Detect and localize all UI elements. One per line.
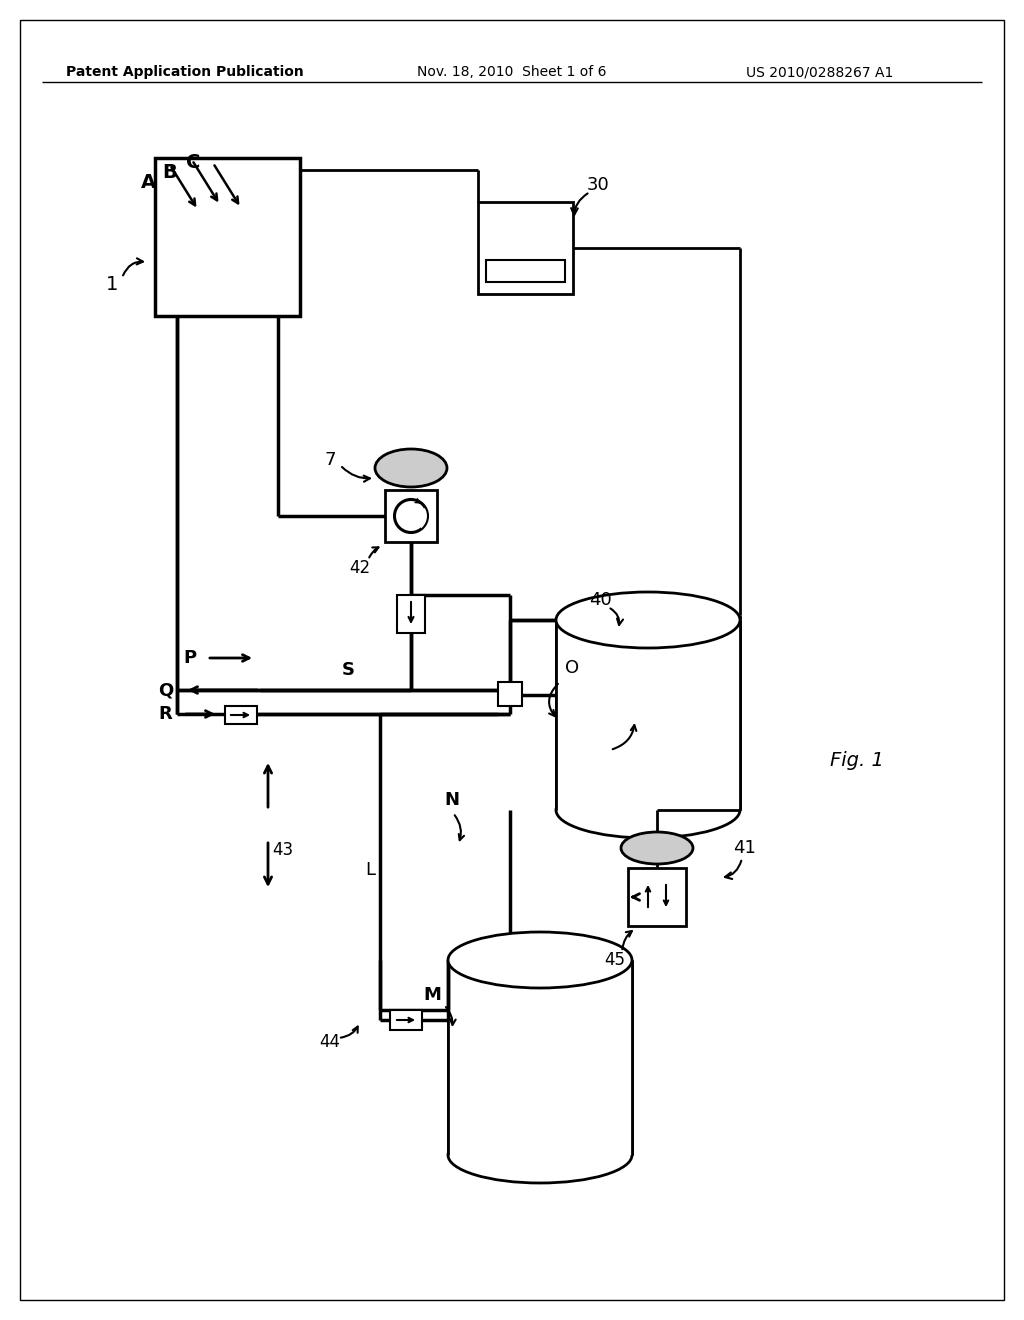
- Bar: [390, 1010, 422, 1030]
- Text: 7: 7: [325, 451, 336, 469]
- Text: O: O: [565, 659, 579, 677]
- Text: 40: 40: [589, 591, 611, 609]
- Text: 45: 45: [604, 950, 626, 969]
- Text: Fig. 1: Fig. 1: [830, 751, 884, 770]
- Text: 42: 42: [349, 558, 371, 577]
- Bar: [498, 682, 522, 706]
- Ellipse shape: [621, 832, 693, 865]
- Bar: [397, 595, 425, 634]
- FancyArrowPatch shape: [455, 816, 464, 840]
- FancyArrowPatch shape: [445, 1007, 456, 1024]
- Text: 44: 44: [319, 1034, 341, 1051]
- Text: L: L: [365, 861, 375, 879]
- Text: Q: Q: [158, 681, 173, 700]
- FancyArrowPatch shape: [610, 609, 623, 624]
- FancyArrowPatch shape: [549, 684, 558, 715]
- Text: 30: 30: [587, 176, 609, 194]
- Bar: [449, 960, 632, 1155]
- Text: C: C: [185, 153, 200, 172]
- Text: P: P: [183, 649, 197, 667]
- FancyArrowPatch shape: [623, 931, 632, 949]
- Text: US 2010/0288267 A1: US 2010/0288267 A1: [746, 65, 894, 79]
- Text: A: A: [140, 173, 156, 191]
- FancyArrowPatch shape: [370, 548, 379, 557]
- Ellipse shape: [449, 932, 632, 987]
- Ellipse shape: [449, 1127, 632, 1183]
- FancyArrowPatch shape: [341, 1027, 357, 1038]
- Ellipse shape: [375, 449, 447, 487]
- Text: N: N: [444, 791, 460, 809]
- Ellipse shape: [556, 591, 740, 648]
- Text: 1: 1: [105, 276, 118, 294]
- Bar: [628, 869, 686, 927]
- Bar: [556, 620, 740, 810]
- FancyArrowPatch shape: [612, 725, 636, 750]
- Bar: [478, 202, 573, 294]
- Text: 41: 41: [733, 840, 757, 857]
- Text: 43: 43: [272, 841, 294, 859]
- Bar: [385, 490, 437, 543]
- Text: Patent Application Publication: Patent Application Publication: [67, 65, 304, 79]
- Bar: [486, 260, 565, 282]
- Text: Nov. 18, 2010  Sheet 1 of 6: Nov. 18, 2010 Sheet 1 of 6: [417, 65, 607, 79]
- Text: S: S: [341, 661, 354, 678]
- FancyArrowPatch shape: [123, 259, 143, 276]
- Bar: [225, 706, 257, 723]
- Text: R: R: [158, 705, 172, 723]
- Text: M: M: [423, 986, 441, 1005]
- FancyArrowPatch shape: [342, 467, 370, 482]
- FancyArrowPatch shape: [571, 194, 588, 215]
- Ellipse shape: [556, 781, 740, 838]
- FancyArrowPatch shape: [725, 861, 741, 879]
- Text: B: B: [163, 162, 177, 181]
- Bar: [155, 158, 300, 315]
